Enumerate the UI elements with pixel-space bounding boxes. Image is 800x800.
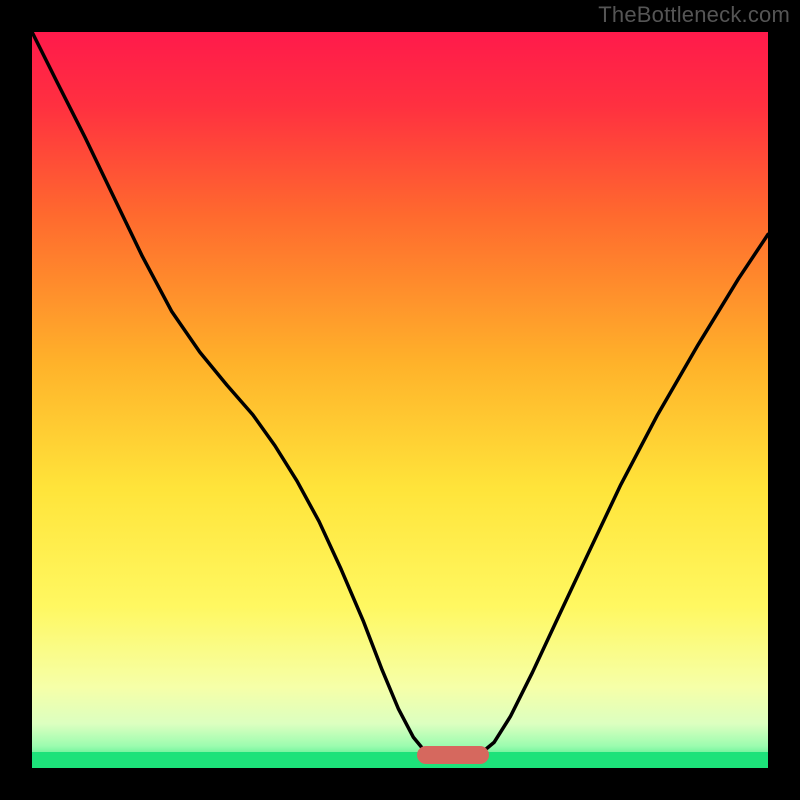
bottleneck-curve (32, 32, 768, 768)
sweet-spot-marker (417, 746, 489, 764)
watermark-text: TheBottleneck.com (598, 2, 790, 28)
plot-area (32, 32, 768, 768)
curve-path (32, 32, 768, 755)
